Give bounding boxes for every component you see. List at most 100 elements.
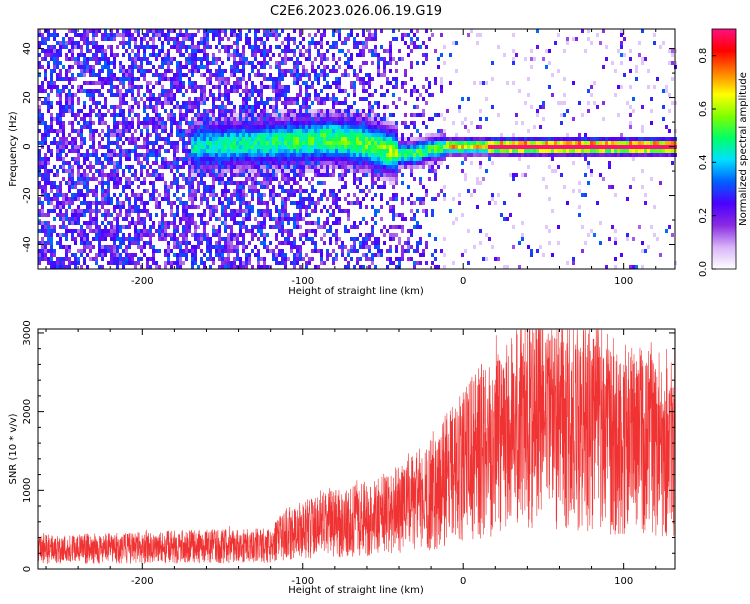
heatmap-cell: [44, 37, 47, 41]
heatmap-cell: [203, 73, 206, 77]
heatmap-cell: [89, 69, 92, 73]
heatmap-cell: [110, 69, 113, 73]
heatmap-cell: [320, 237, 323, 241]
heatmap-cell: [293, 213, 296, 217]
heatmap-cell: [140, 41, 143, 45]
heatmap-cell: [296, 261, 299, 265]
heatmap-cell: [200, 133, 203, 137]
heatmap-cell: [164, 69, 167, 73]
heatmap-cell: [176, 85, 179, 89]
heatmap-cell: [107, 133, 110, 137]
heatmap-cell: [302, 169, 305, 173]
heatmap-cell: [446, 109, 449, 113]
heatmap-cell: [386, 165, 389, 169]
heatmap-cell: [41, 193, 44, 197]
heatmap-cell: [428, 161, 431, 165]
heatmap-cell: [335, 257, 338, 261]
heatmap-cell: [317, 201, 320, 205]
heatmap-cell: [80, 85, 83, 89]
heatmap-cell: [407, 45, 410, 49]
heatmap-cell: [104, 65, 107, 69]
heatmap-cell: [329, 153, 332, 157]
heatmap-cell: [143, 53, 146, 57]
heatmap-cell: [116, 173, 119, 177]
heatmap-cell: [416, 145, 419, 149]
heatmap-cell: [281, 217, 284, 221]
heatmap-cell: [383, 169, 386, 173]
heatmap-cell: [344, 257, 347, 261]
heatmap-cell: [116, 265, 119, 269]
heatmap-cell: [161, 129, 164, 133]
heatmap-cell: [251, 113, 254, 117]
heatmap-cell: [83, 53, 86, 57]
heatmap-cell: [302, 145, 305, 149]
heatmap-cell: [77, 169, 80, 173]
heatmap-cell: [188, 217, 191, 221]
heatmap-cell: [146, 117, 149, 121]
heatmap-cell: [149, 241, 152, 245]
heatmap-cell: [173, 85, 176, 89]
heatmap-cell: [86, 37, 89, 41]
heatmap-cell: [65, 257, 68, 261]
heatmap-cell: [293, 141, 296, 145]
heatmap-cell: [431, 261, 434, 265]
heatmap-cell: [362, 49, 365, 53]
heatmap-cell: [110, 229, 113, 233]
heatmap-cell: [443, 133, 446, 137]
heatmap-cell: [260, 213, 263, 217]
heatmap-cell: [173, 149, 176, 153]
heatmap-cell: [440, 33, 443, 37]
heatmap-cell: [428, 93, 431, 97]
heatmap-cell: [206, 161, 209, 165]
heatmap-cell: [44, 141, 47, 145]
heatmap-cell: [386, 265, 389, 269]
heatmap-cell: [248, 45, 251, 49]
heatmap-cell: [119, 201, 122, 205]
heatmap-cell: [293, 161, 296, 165]
heatmap-cell: [65, 53, 68, 57]
heatmap-cell: [260, 157, 263, 161]
heatmap-cell: [299, 145, 302, 149]
heatmap-cell: [149, 245, 152, 249]
heatmap-cell: [308, 45, 311, 49]
heatmap-cell: [218, 229, 221, 233]
heatmap-cell: [101, 229, 104, 233]
heatmap-cell: [44, 169, 47, 173]
heatmap-cell: [44, 29, 47, 33]
heatmap-cell: [365, 121, 368, 125]
heatmap-cell: [239, 189, 242, 193]
heatmap-cell: [260, 129, 263, 133]
heatmap-cell: [74, 185, 77, 189]
heatmap-cell: [200, 201, 203, 205]
heatmap-cell: [194, 57, 197, 61]
heatmap-cell: [59, 185, 62, 189]
heatmap-cell: [221, 249, 224, 253]
heatmap-cell: [374, 113, 377, 117]
heatmap-cell: [290, 217, 293, 221]
heatmap-cell: [68, 41, 71, 45]
heatmap-cell: [377, 53, 380, 57]
heatmap-cell: [260, 73, 263, 77]
heatmap-cell: [158, 49, 161, 53]
heatmap-cell: [425, 77, 428, 81]
heatmap-cell: [383, 233, 386, 237]
heatmap-cell: [122, 113, 125, 117]
heatmap-cell: [251, 105, 254, 109]
heatmap-cell: [302, 149, 305, 153]
heatmap-cell: [341, 165, 344, 169]
heatmap-cell: [68, 257, 71, 261]
heatmap-cell: [365, 257, 368, 261]
heatmap-cell: [140, 97, 143, 101]
heatmap-cell: [326, 249, 329, 253]
heatmap-cell: [143, 241, 146, 245]
heatmap-cell: [65, 97, 68, 101]
heatmap-cell: [293, 157, 296, 161]
heatmap-cell: [311, 113, 314, 117]
heatmap-cell: [365, 165, 368, 169]
heatmap-cell: [332, 125, 335, 129]
heatmap-cell: [80, 153, 83, 157]
heatmap-cell: [176, 185, 179, 189]
heatmap-cell: [53, 193, 56, 197]
heatmap-cell: [374, 169, 377, 173]
heatmap-cell: [377, 165, 380, 169]
